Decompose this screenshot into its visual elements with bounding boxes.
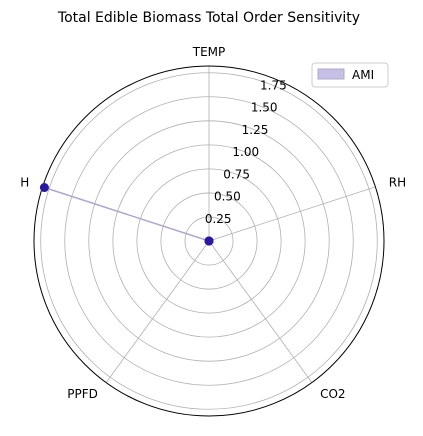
legend-swatch-ami [317, 68, 345, 80]
chart-title: Total Edible Biomass Total Order Sensiti… [57, 10, 360, 26]
radial-tick-label: 0.75 [223, 167, 250, 181]
data-point-ppfd [204, 236, 214, 246]
outer-frame [33, 65, 385, 417]
axis-label-co2: CO2 [320, 387, 345, 401]
radial-tick-label: 1.75 [260, 79, 287, 93]
spoke-rh [208, 186, 376, 242]
radial-tick-labels: 0.25 0.50 0.75 1.00 1.25 1.50 1.75 [205, 79, 287, 226]
spoke-ppfd [105, 240, 210, 383]
legend-label-ami: AMI [352, 68, 374, 82]
legend: AMI [311, 62, 389, 88]
radial-tick-label: 0.50 [214, 190, 241, 204]
axis-label-ppfd: PPFD [67, 387, 98, 401]
radial-tick-label: 1.00 [232, 145, 259, 159]
axis-label-rh: RH [389, 176, 406, 190]
radial-tick-label: 1.50 [251, 101, 278, 115]
series-area-ami [44, 186, 210, 242]
axis-labels: TEMP RH CO2 PPFD H [20, 45, 406, 401]
series-layer [39, 183, 214, 246]
radial-tick-label: 1.25 [242, 123, 269, 137]
axis-label-temp: TEMP [192, 45, 226, 59]
data-point-h [39, 183, 49, 193]
spoke-co2 [208, 240, 313, 383]
radial-tick-label: 0.25 [205, 212, 232, 226]
axis-label-h: H [20, 176, 29, 190]
